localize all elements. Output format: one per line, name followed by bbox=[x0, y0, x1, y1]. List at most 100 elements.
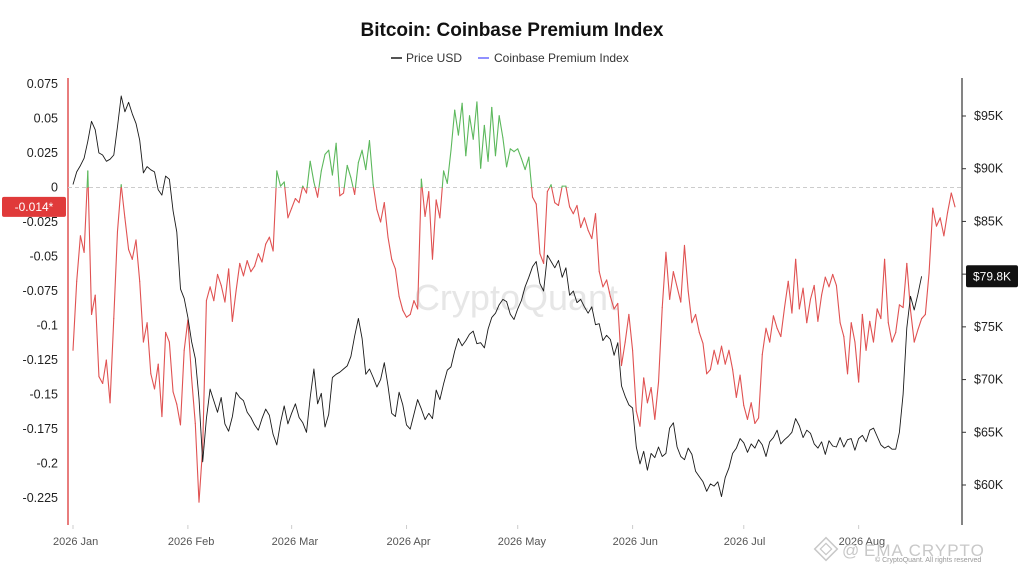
premium-segment bbox=[361, 149, 367, 171]
premium-segment bbox=[320, 153, 326, 172]
premium-segment bbox=[554, 202, 560, 206]
premium-segment bbox=[665, 251, 671, 300]
premium-segment bbox=[338, 186, 341, 197]
premium-segment bbox=[743, 404, 749, 420]
premium-segment bbox=[335, 142, 340, 189]
right-tick-label: $60K bbox=[974, 478, 1004, 492]
premium-segment bbox=[79, 235, 85, 253]
premium-segment bbox=[194, 422, 200, 503]
premium-segment bbox=[832, 273, 837, 287]
premium-segment bbox=[209, 286, 215, 302]
premium-segment bbox=[657, 307, 663, 383]
premium-segment bbox=[643, 377, 648, 404]
left-tick-label: -0.15 bbox=[30, 388, 59, 402]
premium-segment bbox=[383, 202, 389, 238]
premium-segment bbox=[839, 322, 845, 338]
premium-segment bbox=[947, 192, 952, 213]
premium-segment bbox=[854, 341, 860, 383]
premium-segment bbox=[587, 229, 593, 240]
premium-segment bbox=[279, 181, 285, 187]
premium-segment bbox=[598, 271, 604, 288]
premium-segment bbox=[732, 369, 737, 398]
premium-segment bbox=[695, 313, 700, 333]
premium-segment bbox=[357, 149, 363, 164]
premium-segment bbox=[342, 186, 345, 194]
premium-segment bbox=[691, 313, 697, 324]
watermark: CryptoQuant bbox=[414, 277, 618, 318]
premium-segment bbox=[869, 320, 875, 343]
premium-segment bbox=[135, 239, 141, 282]
premium-segment bbox=[191, 377, 196, 425]
premium-segment bbox=[706, 369, 711, 375]
premium-segment bbox=[591, 213, 597, 240]
current-price-badge: $79.8K bbox=[966, 265, 1018, 288]
legend-item-premium[interactable]: Coinbase Premium Index bbox=[478, 51, 629, 65]
premium-segment bbox=[683, 244, 689, 292]
legend-item-price[interactable]: Price USD bbox=[391, 51, 462, 65]
premium-segment bbox=[120, 186, 126, 219]
premium-segment bbox=[602, 279, 608, 288]
premium-segment bbox=[939, 217, 945, 237]
premium-segment bbox=[709, 349, 715, 371]
premium-segment bbox=[935, 217, 941, 227]
premium-segment bbox=[291, 197, 296, 209]
premium-segment bbox=[128, 249, 133, 260]
premium-segment bbox=[572, 204, 578, 215]
premium-segment bbox=[898, 304, 904, 309]
premium-segment bbox=[439, 186, 443, 219]
premium-segment bbox=[105, 359, 111, 404]
premium-segment bbox=[405, 313, 411, 318]
premium-segment bbox=[494, 115, 500, 157]
premium-segment bbox=[391, 258, 396, 270]
premium-segment bbox=[224, 268, 230, 303]
premium-segment bbox=[318, 170, 322, 189]
premium-segment bbox=[891, 331, 897, 343]
current-premium-badge-bg bbox=[2, 196, 66, 217]
premium-segment bbox=[176, 403, 182, 426]
premium-segment bbox=[421, 186, 426, 218]
legend-label-premium: Coinbase Premium Index bbox=[494, 51, 629, 65]
premium-segment bbox=[909, 309, 915, 343]
right-tick-label: $70K bbox=[974, 373, 1004, 387]
premium-segment bbox=[183, 319, 189, 351]
premium-segment bbox=[398, 295, 404, 311]
premium-segment bbox=[343, 164, 348, 189]
premium-segment bbox=[850, 322, 856, 343]
premium-segment bbox=[802, 287, 808, 324]
premium-segment bbox=[924, 272, 930, 316]
premium-segment bbox=[650, 387, 656, 420]
premium-segment bbox=[228, 268, 233, 322]
premium-segment bbox=[828, 273, 834, 288]
chart-legend: Price USD Coinbase Premium Index bbox=[391, 51, 629, 65]
premium-segment bbox=[761, 327, 767, 356]
premium-segment bbox=[565, 186, 571, 208]
premium-segment bbox=[294, 197, 300, 204]
premium-segment bbox=[275, 170, 278, 189]
premium-segment bbox=[435, 199, 441, 219]
premium-segment bbox=[487, 106, 493, 162]
copyright-credit: © CryptoQuant. All rights reserved bbox=[875, 556, 981, 564]
premium-segment bbox=[735, 374, 741, 398]
premium-segment bbox=[109, 318, 115, 404]
left-tick-label: -0.175 bbox=[23, 422, 58, 436]
premium-segment bbox=[884, 258, 889, 324]
premium-segment bbox=[809, 284, 815, 300]
premium-segment bbox=[402, 309, 408, 318]
premium-segment bbox=[783, 280, 789, 309]
premium-segment bbox=[887, 322, 893, 343]
premium-segment bbox=[806, 298, 812, 324]
premium-segment bbox=[457, 102, 463, 136]
current-price-badge-bg bbox=[966, 265, 1018, 288]
premium-segment bbox=[769, 315, 774, 343]
left-tick-label: 0.05 bbox=[34, 112, 58, 126]
right-tick-label: $65K bbox=[974, 425, 1004, 439]
premium-segment bbox=[950, 192, 956, 208]
premium-segment bbox=[87, 186, 93, 316]
premium-segment bbox=[628, 313, 634, 351]
x-axis-ticks: 2026 Jan 2026 Feb 2026 Mar 2026 Apr 2026 May… bbox=[53, 525, 885, 548]
premium-segment bbox=[646, 387, 652, 404]
left-tick-label: 0.075 bbox=[27, 77, 58, 91]
brand-mark: @ EMA CRYPTO bbox=[813, 536, 984, 562]
premium-segment bbox=[202, 300, 207, 448]
